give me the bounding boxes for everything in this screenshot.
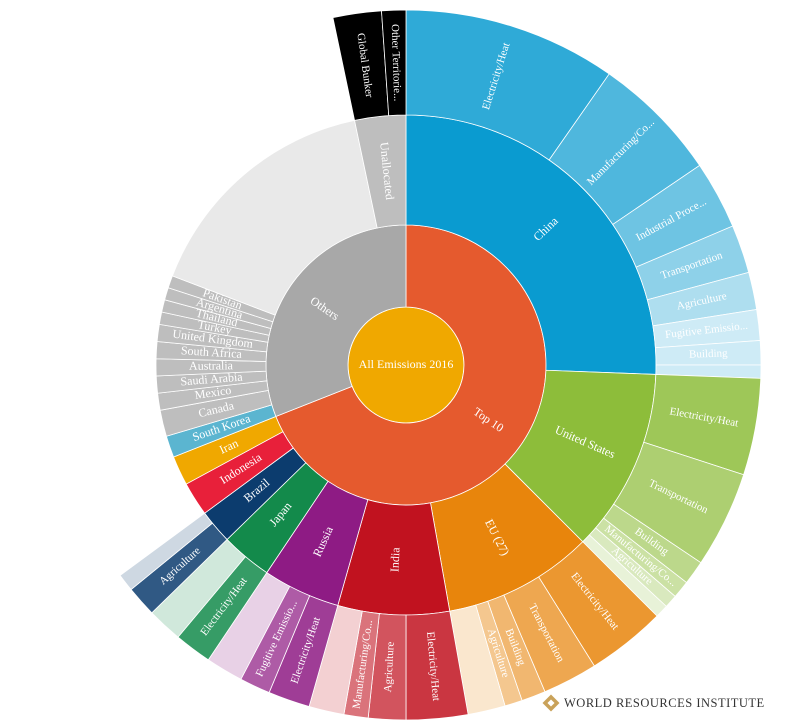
segment bbox=[381, 9, 407, 117]
logo: WORLD RESOURCES INSTITUTE bbox=[542, 694, 765, 712]
logo-text: WORLD RESOURCES INSTITUTE bbox=[564, 696, 765, 710]
segment-label: Agriculture bbox=[382, 641, 397, 692]
segment-label: Other Territorie... bbox=[389, 24, 404, 102]
segment-label: Unallocated bbox=[377, 141, 397, 200]
segment-label: India bbox=[387, 546, 402, 572]
logo-center bbox=[547, 699, 555, 707]
segment-label: Australia bbox=[189, 358, 234, 372]
center-label: All Emissions 2016 bbox=[359, 357, 454, 371]
logo-icon bbox=[542, 694, 560, 712]
segment-label: Building bbox=[689, 347, 728, 360]
